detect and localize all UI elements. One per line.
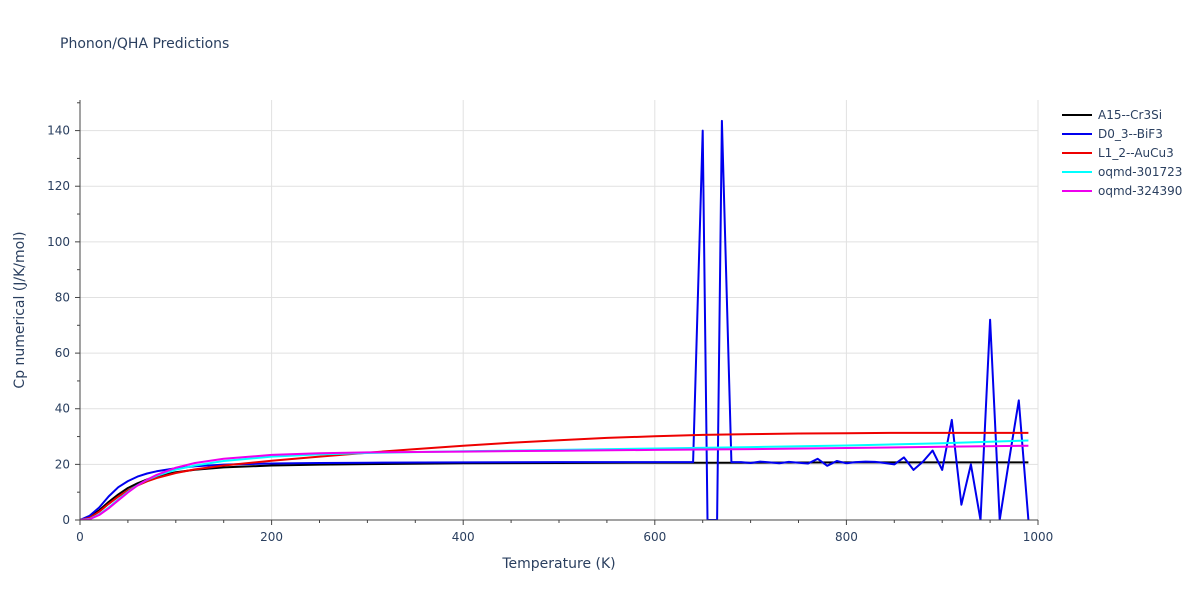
x-tick-label: 600 [643,530,666,544]
y-tick-label: 100 [47,235,70,249]
tick-labels: 0 20 40 60 80 100 120 140 0 200 400 600 800 1000 [47,124,1053,544]
legend-entry[interactable]: D0_3--BiF3 [1098,127,1163,141]
grid-lines [80,100,1039,520]
y-tick-label: 20 [55,457,70,471]
y-axis-title: Cp numerical (J/K/mol) [12,231,28,388]
x-tick-label: 200 [260,530,283,544]
legend-entry[interactable]: L1_2--AuCu3 [1098,146,1174,160]
series-line-oqmd-324390[interactable] [80,444,1029,520]
y-tick-label: 120 [47,179,70,193]
axes [75,100,1039,525]
y-tick-label: 40 [55,402,70,416]
x-tick-label: 400 [452,530,475,544]
y-tick-label: 60 [55,346,70,360]
legend-entry[interactable]: oqmd-301723 [1098,165,1182,179]
x-axis-title: Temperature (K) [501,556,615,572]
legend-entry[interactable]: oqmd-324390 [1098,184,1182,198]
series-line-l1-2-aucu3[interactable] [80,431,1029,520]
y-tick-label: 140 [47,124,70,138]
series-line-oqmd-301723[interactable] [80,439,1029,521]
x-tick-label: 0 [76,530,84,544]
series-group [80,119,1030,521]
legend[interactable]: A15--Cr3Si D0_3--BiF3 L1_2--AuCu3 oqmd-3017… [1062,108,1182,198]
y-tick-label: 80 [55,290,70,304]
chart-title: Phonon/QHA Predictions [60,36,230,52]
series-line-a15-cr3si[interactable] [80,461,1029,520]
series-line-d0-3-bif3[interactable] [80,119,1030,520]
y-tick-label: 0 [62,513,70,527]
x-tick-label: 800 [835,530,858,544]
legend-entry[interactable]: A15--Cr3Si [1098,108,1162,122]
x-tick-label: 1000 [1023,530,1054,544]
